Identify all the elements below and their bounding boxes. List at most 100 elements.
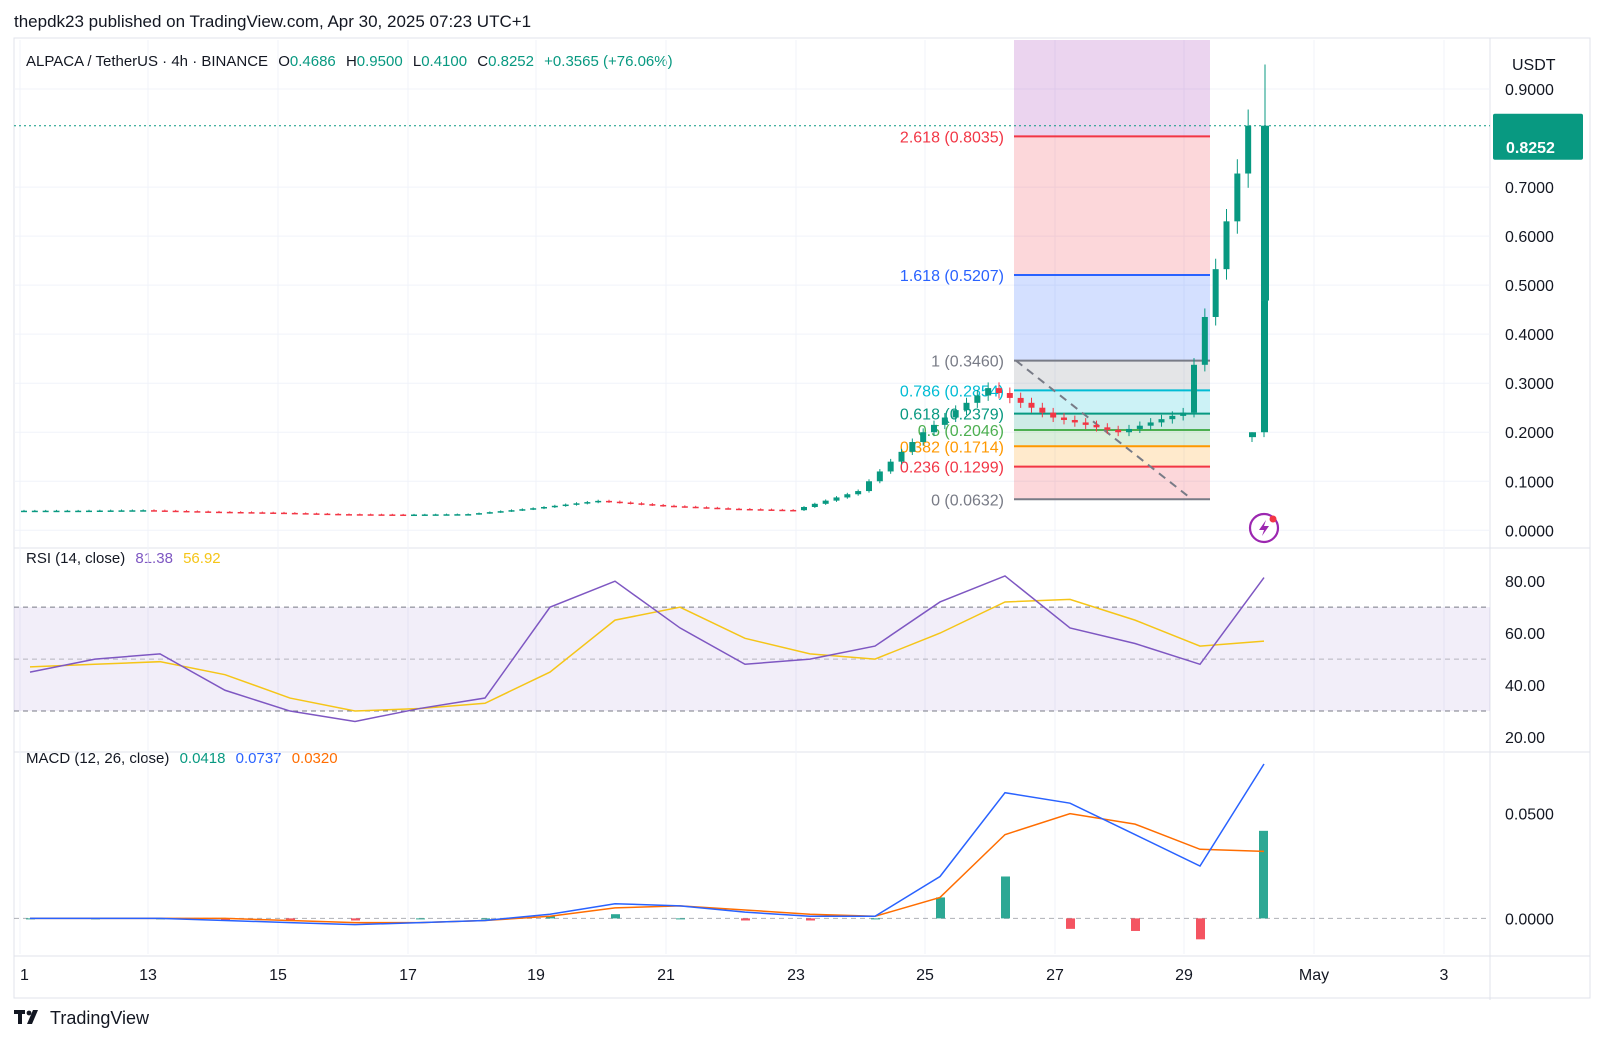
candle-body <box>638 503 645 505</box>
candle-body <box>1126 428 1132 433</box>
candle-body <box>411 514 417 517</box>
time-tick-label: 19 <box>527 967 545 984</box>
macd-title: MACD (12, 26, close) <box>26 750 170 767</box>
macd-signal-line <box>30 812 1265 924</box>
fib-zone <box>1014 466 1210 500</box>
tradingview-brand[interactable]: TradingView <box>14 1008 149 1029</box>
candle-body <box>237 511 244 514</box>
macd-signal-value: 0.0320 <box>291 750 338 767</box>
time-axis[interactable]: 1 13 15 17 19 21 23 25 27 29 May 3 <box>20 967 1449 984</box>
symbol-label: ALPACA / TetherUS · 4h · BINANCE <box>26 53 269 70</box>
rsi-tick-label: 40.00 <box>1505 678 1545 695</box>
low-label: L <box>412 53 422 70</box>
candle-body <box>671 505 677 508</box>
candle-body <box>21 510 27 513</box>
candle-body <box>194 511 201 513</box>
candle-body <box>75 510 82 513</box>
fib-zone <box>1014 446 1210 467</box>
price-axis-ticks: 0.9000 0.7000 0.6000 0.5000 0.4000 0.3000 0.20… <box>1505 82 1554 540</box>
candle-body <box>1115 429 1122 433</box>
macd-hist-bar <box>286 918 295 921</box>
candle-body <box>1104 427 1111 430</box>
candle-body <box>920 432 927 443</box>
candle-body <box>465 514 472 516</box>
fib-trend-line <box>1015 359 1193 501</box>
macd-tick-label: 0.0500 <box>1505 807 1554 824</box>
candle-body <box>757 509 764 511</box>
candle-body <box>259 512 266 514</box>
candle-body <box>31 510 38 513</box>
candle-body <box>270 512 277 514</box>
fib-zone <box>1014 274 1210 361</box>
macd-histogram <box>26 830 1268 940</box>
tradingview-wordmark: TradingView <box>50 1008 150 1028</box>
candle-body <box>335 513 342 516</box>
candle-body <box>963 402 970 411</box>
price-tick-label: 0.7000 <box>1505 180 1554 197</box>
price-tick-label: 0.4000 <box>1505 327 1554 344</box>
candle-body <box>1082 422 1089 425</box>
macd-tick-label: 0.0000 <box>1505 911 1554 928</box>
candle-body <box>703 507 710 509</box>
candle-body <box>887 461 894 472</box>
price-tick-label: 0.9000 <box>1505 82 1554 99</box>
rsi-line <box>29 575 1265 723</box>
candle-body <box>389 514 396 516</box>
time-tick-label: 21 <box>657 967 675 984</box>
candle-body <box>302 513 309 515</box>
time-tick-label: 15 <box>269 967 287 984</box>
candle-body <box>1028 402 1035 408</box>
candle-body <box>86 510 92 513</box>
candle-body <box>822 500 829 504</box>
candle-body <box>616 501 623 504</box>
candle-body <box>692 506 699 509</box>
candle-body <box>118 510 125 512</box>
rsi-tick-label: 80.00 <box>1505 574 1545 591</box>
high-label: H <box>345 53 357 70</box>
low-value: 0.4100 <box>421 53 468 70</box>
candle-body <box>1071 419 1078 423</box>
last-price-badge: 0.8252 01:36:10 <box>1493 113 1583 178</box>
candle-body <box>1006 393 1013 398</box>
last-price-value: 0.8252 <box>1506 140 1555 157</box>
candle-body <box>1261 300 1268 433</box>
rsi-ma-line <box>29 598 1265 712</box>
macd-hist-bar <box>1066 918 1075 929</box>
macd-hist-bar <box>936 897 945 919</box>
macd-hist-bar <box>676 918 685 920</box>
fib-zone <box>1014 429 1210 447</box>
candle-body <box>53 510 60 513</box>
macd-hist-bar <box>416 918 425 920</box>
candle-body <box>714 507 721 510</box>
candle-body <box>627 502 634 505</box>
candle-body <box>378 514 385 516</box>
candle-body <box>151 510 157 512</box>
candle-body <box>844 494 851 498</box>
candle-body <box>746 508 753 511</box>
candle-body <box>1261 125 1269 301</box>
candle-body <box>1191 364 1197 413</box>
fib-zone <box>1014 40 1210 137</box>
macd-line-value: 0.0737 <box>235 750 282 767</box>
candle-body <box>996 388 1002 394</box>
candle-body <box>324 513 331 516</box>
time-tick-label: 1 <box>20 967 29 984</box>
macd-hist-bar <box>871 918 880 920</box>
candle-body <box>790 509 797 512</box>
fib-level-label: 0 (0.0632) <box>931 492 1004 509</box>
fib-zone <box>1014 136 1210 275</box>
candle-body <box>974 395 981 403</box>
time-tick-label: 13 <box>139 967 157 984</box>
candle-body <box>205 511 212 513</box>
price-tick-label: 0.6000 <box>1505 229 1554 246</box>
lightning-icon[interactable] <box>1248 512 1280 544</box>
macd-hist-bar <box>741 918 750 921</box>
candle-body <box>736 508 742 511</box>
currency-label[interactable]: USDT <box>1512 57 1556 74</box>
candle-body <box>1136 425 1143 429</box>
price-tick-label: 0.1000 <box>1505 474 1554 491</box>
candle-body <box>606 500 612 503</box>
candle-body <box>725 508 732 510</box>
candle-body <box>779 509 786 512</box>
